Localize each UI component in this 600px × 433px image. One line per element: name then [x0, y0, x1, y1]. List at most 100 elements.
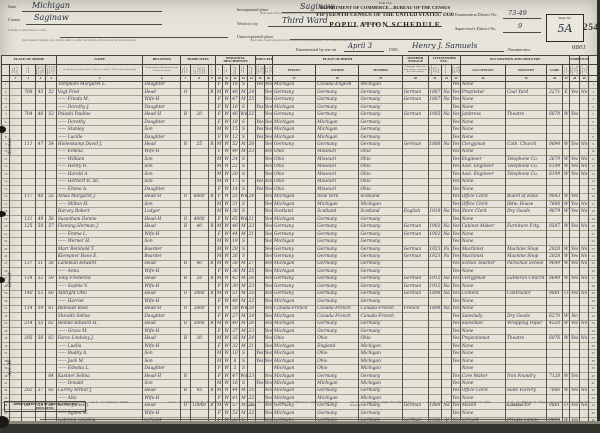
cell-house: [21, 162, 36, 171]
cell-tng: [401, 155, 430, 164]
cell-vet: No: [578, 274, 590, 283]
column-subheader: Whether able to speak English: [451, 64, 461, 76]
sheet-value: 5A: [557, 22, 573, 35]
cell-imm: [428, 132, 442, 141]
cell-age: 37: [229, 326, 241, 335]
footer-abbreviations: ABBREVIATIONS TO BE USED IN COLUMNS INDI…: [4, 401, 596, 419]
cell-name: —— Harriet: [55, 297, 144, 306]
column-subheader: Language spoken in home before coming to…: [401, 64, 430, 76]
table-row: 38 —— Jack M. Son M W 8 S Yes Yes Michigan Ohio Mic…: [0, 356, 598, 365]
cell-rw: Yes: [263, 297, 274, 306]
cell-ind: [505, 304, 548, 313]
cell-val: [189, 229, 209, 238]
cell-dw: 54: [34, 304, 47, 313]
cell-agm: 26: [246, 274, 257, 283]
scan-blot: [0, 126, 6, 133]
cell-race: W: [222, 147, 231, 156]
cell-pbf: Missouri: [315, 170, 360, 179]
cell-eng: Yes: [451, 289, 461, 298]
cell-mar: Wd: [239, 304, 248, 313]
cell-name: Kerns James J.: [55, 401, 144, 410]
cell-race: W: [222, 297, 231, 306]
cell-name: —— Donald: [55, 379, 144, 388]
cell-nat: [440, 371, 453, 380]
cell-ind: Theatre: [505, 334, 548, 343]
cell-dw: [34, 207, 47, 216]
cell-agm: 22: [246, 110, 257, 119]
cell-agm: [246, 162, 257, 171]
cell-rel: Head: [142, 87, 182, 96]
ward-value: Third Ward: [282, 16, 328, 25]
cell-val: [189, 199, 209, 208]
cell-code: 2028: [546, 252, 563, 261]
cell-pbm: Michigan: [358, 379, 403, 388]
cell-name: Toby Frederick: [55, 274, 144, 283]
cell-emp: Yes: [569, 199, 580, 208]
cell-cls: O: [561, 401, 571, 410]
cell-sch: [255, 386, 265, 395]
cell-pbp: Michigan: [272, 364, 317, 373]
cell-tng: [401, 170, 430, 179]
cell-sch: [255, 304, 265, 313]
cell-name: —— Frieda M.: [55, 95, 144, 104]
cell-occ: None: [459, 267, 507, 276]
cell-cls: O: [561, 289, 571, 298]
ward-label: Ward of city: [237, 21, 258, 26]
cell-ind: Machine Shop: [505, 244, 548, 253]
cell-tng: [401, 132, 430, 141]
cell-tng: [401, 311, 430, 320]
cell-dw: 48: [34, 192, 47, 201]
cell-name: —— Emma L.: [55, 229, 144, 238]
cell-mar: M: [239, 229, 248, 238]
column-group-occupation-and-industry: OCCUPATION AND INDUSTRY: [459, 55, 571, 65]
enumerator-name: Henry J. Samuels: [412, 41, 478, 50]
cell-val: 3000: [189, 289, 209, 298]
cell-vet: [578, 356, 590, 365]
cell-code: [546, 177, 563, 186]
cell-pbm: Michigan: [358, 356, 403, 365]
cell-tng: German: [401, 289, 430, 298]
cell-fam: [45, 147, 57, 156]
cell-dw: [34, 267, 47, 276]
cell-code: 6076: [546, 334, 563, 343]
cell-eng: Yes: [451, 341, 461, 350]
cell-code: [546, 147, 563, 156]
cell-mar: Wd: [239, 371, 248, 380]
cell-nat: [440, 117, 453, 126]
cell-rw: Yes: [263, 409, 274, 418]
cell-rw: [263, 364, 274, 373]
ward-line: [268, 25, 356, 27]
cell-age: 52: [229, 140, 241, 149]
cell-house: 114: [21, 304, 36, 313]
cell-mar: M: [239, 394, 248, 403]
cell-eng: Yes: [451, 140, 461, 149]
cell-name: —— William: [55, 155, 144, 164]
cell-sex: M: [215, 207, 224, 216]
cell-ind: [505, 95, 548, 104]
cell-cls: [561, 132, 571, 141]
cell-house: [21, 282, 36, 291]
cell-mar: S: [239, 244, 248, 253]
cell-rw: Yes: [263, 214, 274, 223]
cell-pbf: Michigan: [315, 379, 360, 388]
column-group-veterans: VETERANS: [578, 55, 590, 65]
cell-mar: S: [239, 207, 248, 216]
cell-rw: Yes: [263, 259, 274, 268]
cell-code: 8649: [546, 274, 563, 283]
cell-name: —— Grace M.: [55, 326, 144, 335]
cell-rel: Daughter: [142, 132, 182, 141]
cell-race: W: [222, 222, 231, 231]
cell-ln: 26: [0, 267, 11, 276]
cell-sch: [255, 162, 265, 171]
cell-mar: M: [239, 386, 248, 395]
cell-race: W: [222, 319, 231, 328]
cell-vet: [578, 409, 590, 418]
cell-ln: 24: [0, 252, 11, 261]
cell-code: 6199: [546, 170, 563, 179]
table-row: 25 137 51 58 Lanekian Edward Head R 40 R M W 38 M 27 Y…: [0, 259, 598, 268]
cell-house: [21, 311, 36, 320]
cell-dw: [34, 252, 47, 261]
cell-eng: Yes: [451, 162, 461, 171]
cell-imm: [428, 177, 442, 186]
cell-house: [21, 199, 36, 208]
